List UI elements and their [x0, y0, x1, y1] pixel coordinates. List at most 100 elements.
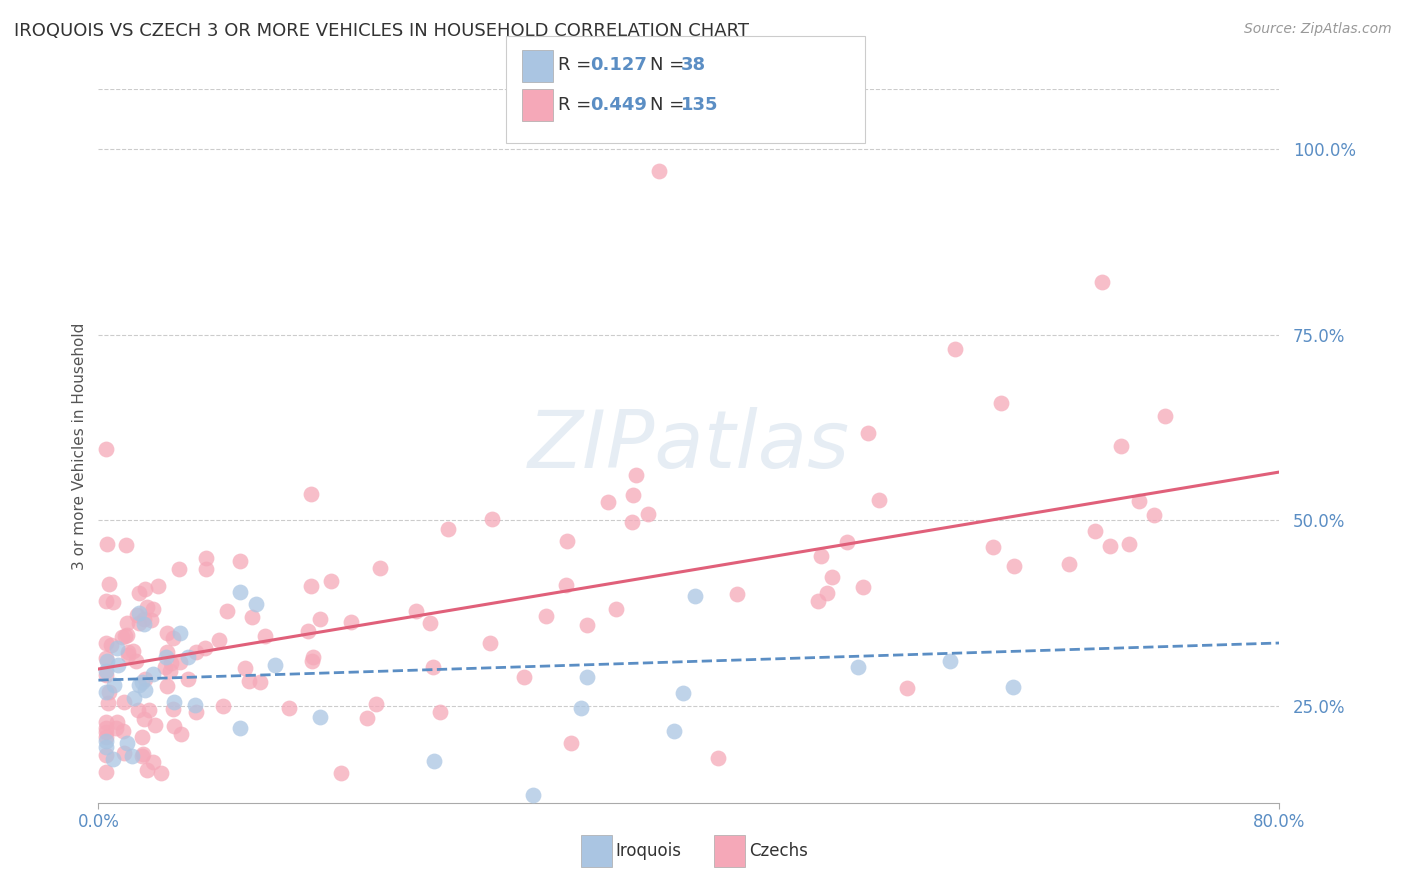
Point	[513, 671, 536, 685]
Point	[169, 626, 191, 640]
Point	[153, 660, 176, 674]
Point	[240, 610, 263, 624]
Point	[139, 613, 162, 627]
Point	[555, 578, 578, 592]
Point	[117, 648, 139, 663]
Point	[1084, 524, 1107, 538]
Point	[301, 579, 323, 593]
Point	[301, 654, 323, 668]
Point	[249, 674, 271, 689]
Text: R =: R =	[558, 56, 598, 74]
Point	[555, 534, 578, 549]
Point	[162, 702, 184, 716]
Point	[131, 730, 153, 744]
Point	[621, 516, 644, 530]
Point	[136, 763, 159, 777]
Point	[1153, 409, 1175, 423]
Point	[94, 442, 117, 457]
Point	[134, 673, 156, 687]
Point	[364, 697, 387, 711]
Point	[163, 718, 186, 732]
Point	[94, 725, 117, 739]
Point	[98, 576, 121, 591]
Point	[94, 685, 117, 699]
Point	[156, 625, 179, 640]
Point	[156, 679, 179, 693]
Point	[340, 615, 363, 630]
Point	[156, 645, 179, 659]
Point	[111, 631, 134, 645]
Text: Source: ZipAtlas.com: Source: ZipAtlas.com	[1244, 22, 1392, 37]
Point	[605, 601, 627, 615]
Point	[422, 660, 444, 674]
Point	[142, 601, 165, 615]
Point	[264, 657, 287, 672]
Point	[94, 764, 117, 779]
Point	[278, 700, 301, 714]
Point	[405, 604, 427, 618]
Point	[856, 425, 879, 440]
Point	[624, 468, 647, 483]
Point	[598, 495, 620, 509]
Point	[112, 746, 135, 760]
Point	[103, 677, 125, 691]
Point	[115, 736, 138, 750]
Point	[96, 654, 118, 668]
Point	[938, 654, 960, 668]
Point	[229, 722, 252, 736]
Text: 0.127: 0.127	[591, 56, 647, 74]
Text: 38: 38	[681, 56, 706, 74]
Point	[943, 343, 966, 357]
Point	[94, 650, 117, 665]
Point	[195, 551, 218, 566]
Point	[1143, 508, 1166, 522]
Point	[1098, 540, 1121, 554]
Point	[1128, 494, 1150, 508]
Point	[101, 752, 124, 766]
Point	[309, 612, 332, 626]
Point	[115, 615, 138, 630]
Text: Iroquois: Iroquois	[616, 842, 682, 860]
Point	[229, 554, 252, 568]
Point	[184, 644, 207, 658]
Point	[100, 638, 122, 652]
Text: R =: R =	[558, 96, 598, 114]
Point	[132, 612, 155, 626]
Point	[896, 681, 918, 696]
Point	[131, 749, 153, 764]
Point	[104, 721, 127, 735]
Text: 135: 135	[681, 96, 718, 114]
Point	[299, 486, 322, 500]
Point	[522, 789, 544, 803]
Point	[725, 587, 748, 601]
Point	[134, 713, 156, 727]
Point	[981, 540, 1004, 554]
Point	[155, 649, 177, 664]
Point	[94, 747, 117, 762]
Point	[229, 584, 252, 599]
Point	[807, 593, 830, 607]
Point	[1118, 537, 1140, 551]
Point	[125, 654, 148, 668]
Point	[121, 748, 143, 763]
Point	[163, 695, 186, 709]
Point	[128, 615, 150, 630]
Point	[309, 710, 332, 724]
Point	[569, 700, 592, 714]
Point	[990, 395, 1012, 409]
Point	[648, 164, 671, 178]
Point	[664, 723, 686, 738]
Point	[297, 624, 319, 639]
Point	[122, 691, 145, 706]
Point	[112, 723, 135, 738]
Point	[422, 754, 444, 768]
Point	[112, 695, 135, 709]
Point	[159, 656, 181, 670]
Point	[330, 766, 353, 780]
Text: 0.449: 0.449	[591, 96, 647, 114]
Text: N =: N =	[650, 56, 689, 74]
Point	[94, 664, 117, 678]
Point	[128, 606, 150, 620]
Point	[150, 766, 173, 780]
Text: N =: N =	[650, 96, 689, 114]
